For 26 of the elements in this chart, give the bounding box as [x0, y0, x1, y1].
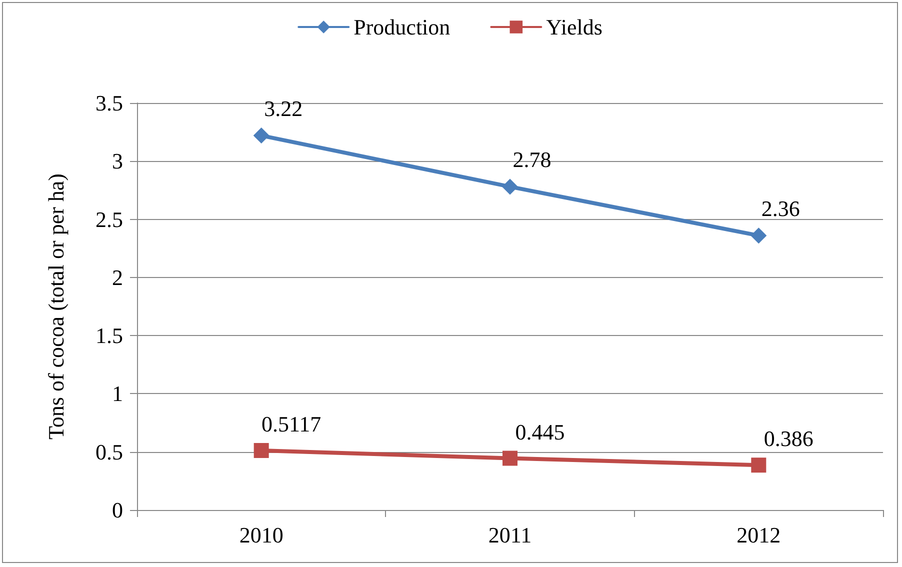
- y-tick-label: 1: [112, 381, 123, 406]
- y-tick-label: 3: [112, 148, 123, 174]
- y-tick-label: 1.5: [96, 323, 123, 348]
- data-label: 3.22: [264, 96, 303, 122]
- data-label: 2.78: [512, 147, 552, 172]
- point: [502, 450, 518, 466]
- x-tick-label: 2012: [736, 522, 781, 548]
- y-axis-title: Tons of cocoa (total or per ha): [44, 173, 68, 440]
- legend-label: Yields: [546, 14, 602, 40]
- y-tick-label: 0: [112, 498, 123, 522]
- data-label: 0.5117: [261, 411, 322, 436]
- data-label: 2.36: [761, 196, 800, 222]
- data-label: 0.386: [764, 426, 814, 452]
- y-tick-label: 2: [112, 264, 123, 290]
- y-tick-label: 0.5: [96, 439, 123, 464]
- point: [253, 128, 270, 144]
- point: [502, 178, 518, 195]
- point: [254, 442, 269, 458]
- x-tick-label: 2011: [488, 522, 532, 548]
- point: [750, 228, 767, 244]
- y-tick-label: 2.5: [96, 206, 123, 232]
- x-tick-label: 2010: [239, 522, 284, 548]
- y-tick-label: 3.5: [96, 90, 123, 116]
- point: [751, 458, 766, 473]
- legend-label: Production: [354, 14, 450, 40]
- data-label: 0.445: [515, 419, 565, 444]
